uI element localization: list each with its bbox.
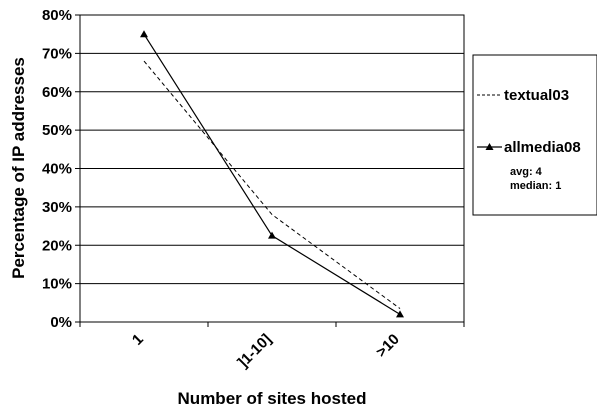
y-tick-label: 60% <box>42 84 72 101</box>
y-tick-label: 70% <box>42 45 72 62</box>
y-tick-label: 50% <box>42 122 72 139</box>
x-tick-label: ]1-10] <box>235 331 275 371</box>
y-tick-label: 80% <box>42 7 72 24</box>
gridlines <box>80 52 464 285</box>
series-line-allmedia08 <box>143 33 401 315</box>
y-axis-title: Percentage of IP addresses <box>9 57 28 279</box>
legend-note-median: median: 1 <box>510 180 561 192</box>
legend-label-allmedia08: allmedia08 <box>504 139 581 156</box>
legend: textual03 allmedia08 avg: 4 median: 1 <box>472 54 597 216</box>
y-tick-label: 30% <box>42 199 72 216</box>
legend-marker-allmedia08 <box>485 143 494 150</box>
x-tick-label: 1 <box>129 331 147 349</box>
x-tick-label: >10 <box>373 331 403 361</box>
series-line-textual03 <box>143 60 401 309</box>
data-point-allmedia08 <box>396 310 404 318</box>
legend-label-textual03: textual03 <box>504 87 569 104</box>
legend-note-avg: avg: 4 <box>510 166 543 178</box>
x-axis-title: Number of sites hosted <box>178 389 367 408</box>
y-tick-label: 40% <box>42 161 72 178</box>
data-point-allmedia08 <box>268 231 276 239</box>
legend-box <box>472 54 597 216</box>
y-tick-label: 10% <box>42 276 72 293</box>
y-axis-ticks: 0% 10% 20% 30% 40% 50% 60% 70% 80% <box>42 7 80 331</box>
data-point-allmedia08 <box>140 30 148 38</box>
y-tick-label: 0% <box>50 314 72 331</box>
x-axis-ticks: 1 ]1-10] >10 <box>79 322 465 371</box>
series-layer <box>140 30 404 318</box>
y-tick-label: 20% <box>42 237 72 254</box>
